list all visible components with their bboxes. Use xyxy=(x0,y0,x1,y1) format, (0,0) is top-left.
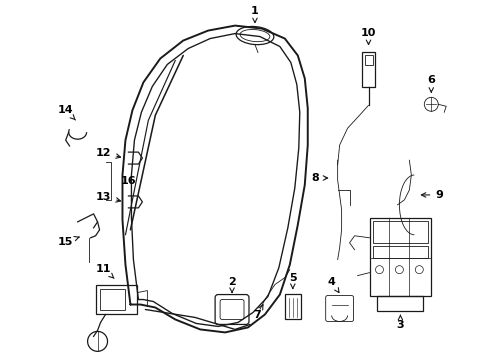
Text: 16: 16 xyxy=(120,176,136,186)
Text: 10: 10 xyxy=(360,28,375,45)
Text: 12: 12 xyxy=(96,148,121,158)
Bar xyxy=(372,221,427,243)
Text: 6: 6 xyxy=(427,75,434,92)
Text: 2: 2 xyxy=(228,276,235,293)
Text: 3: 3 xyxy=(396,315,404,330)
Text: 9: 9 xyxy=(421,190,442,200)
Bar xyxy=(364,55,372,66)
Text: 11: 11 xyxy=(96,264,114,278)
Text: 15: 15 xyxy=(58,237,79,247)
Bar xyxy=(361,53,375,87)
Bar xyxy=(95,285,137,315)
Bar xyxy=(377,296,423,311)
Bar xyxy=(285,293,300,319)
Text: 1: 1 xyxy=(250,6,258,23)
Bar xyxy=(372,246,427,258)
Text: 13: 13 xyxy=(96,192,121,202)
Text: 7: 7 xyxy=(253,305,263,320)
Bar xyxy=(100,289,125,310)
Bar xyxy=(369,218,430,296)
Text: 5: 5 xyxy=(288,273,296,289)
Text: 4: 4 xyxy=(327,276,338,293)
Text: 14: 14 xyxy=(58,105,75,120)
Text: 8: 8 xyxy=(311,173,327,183)
